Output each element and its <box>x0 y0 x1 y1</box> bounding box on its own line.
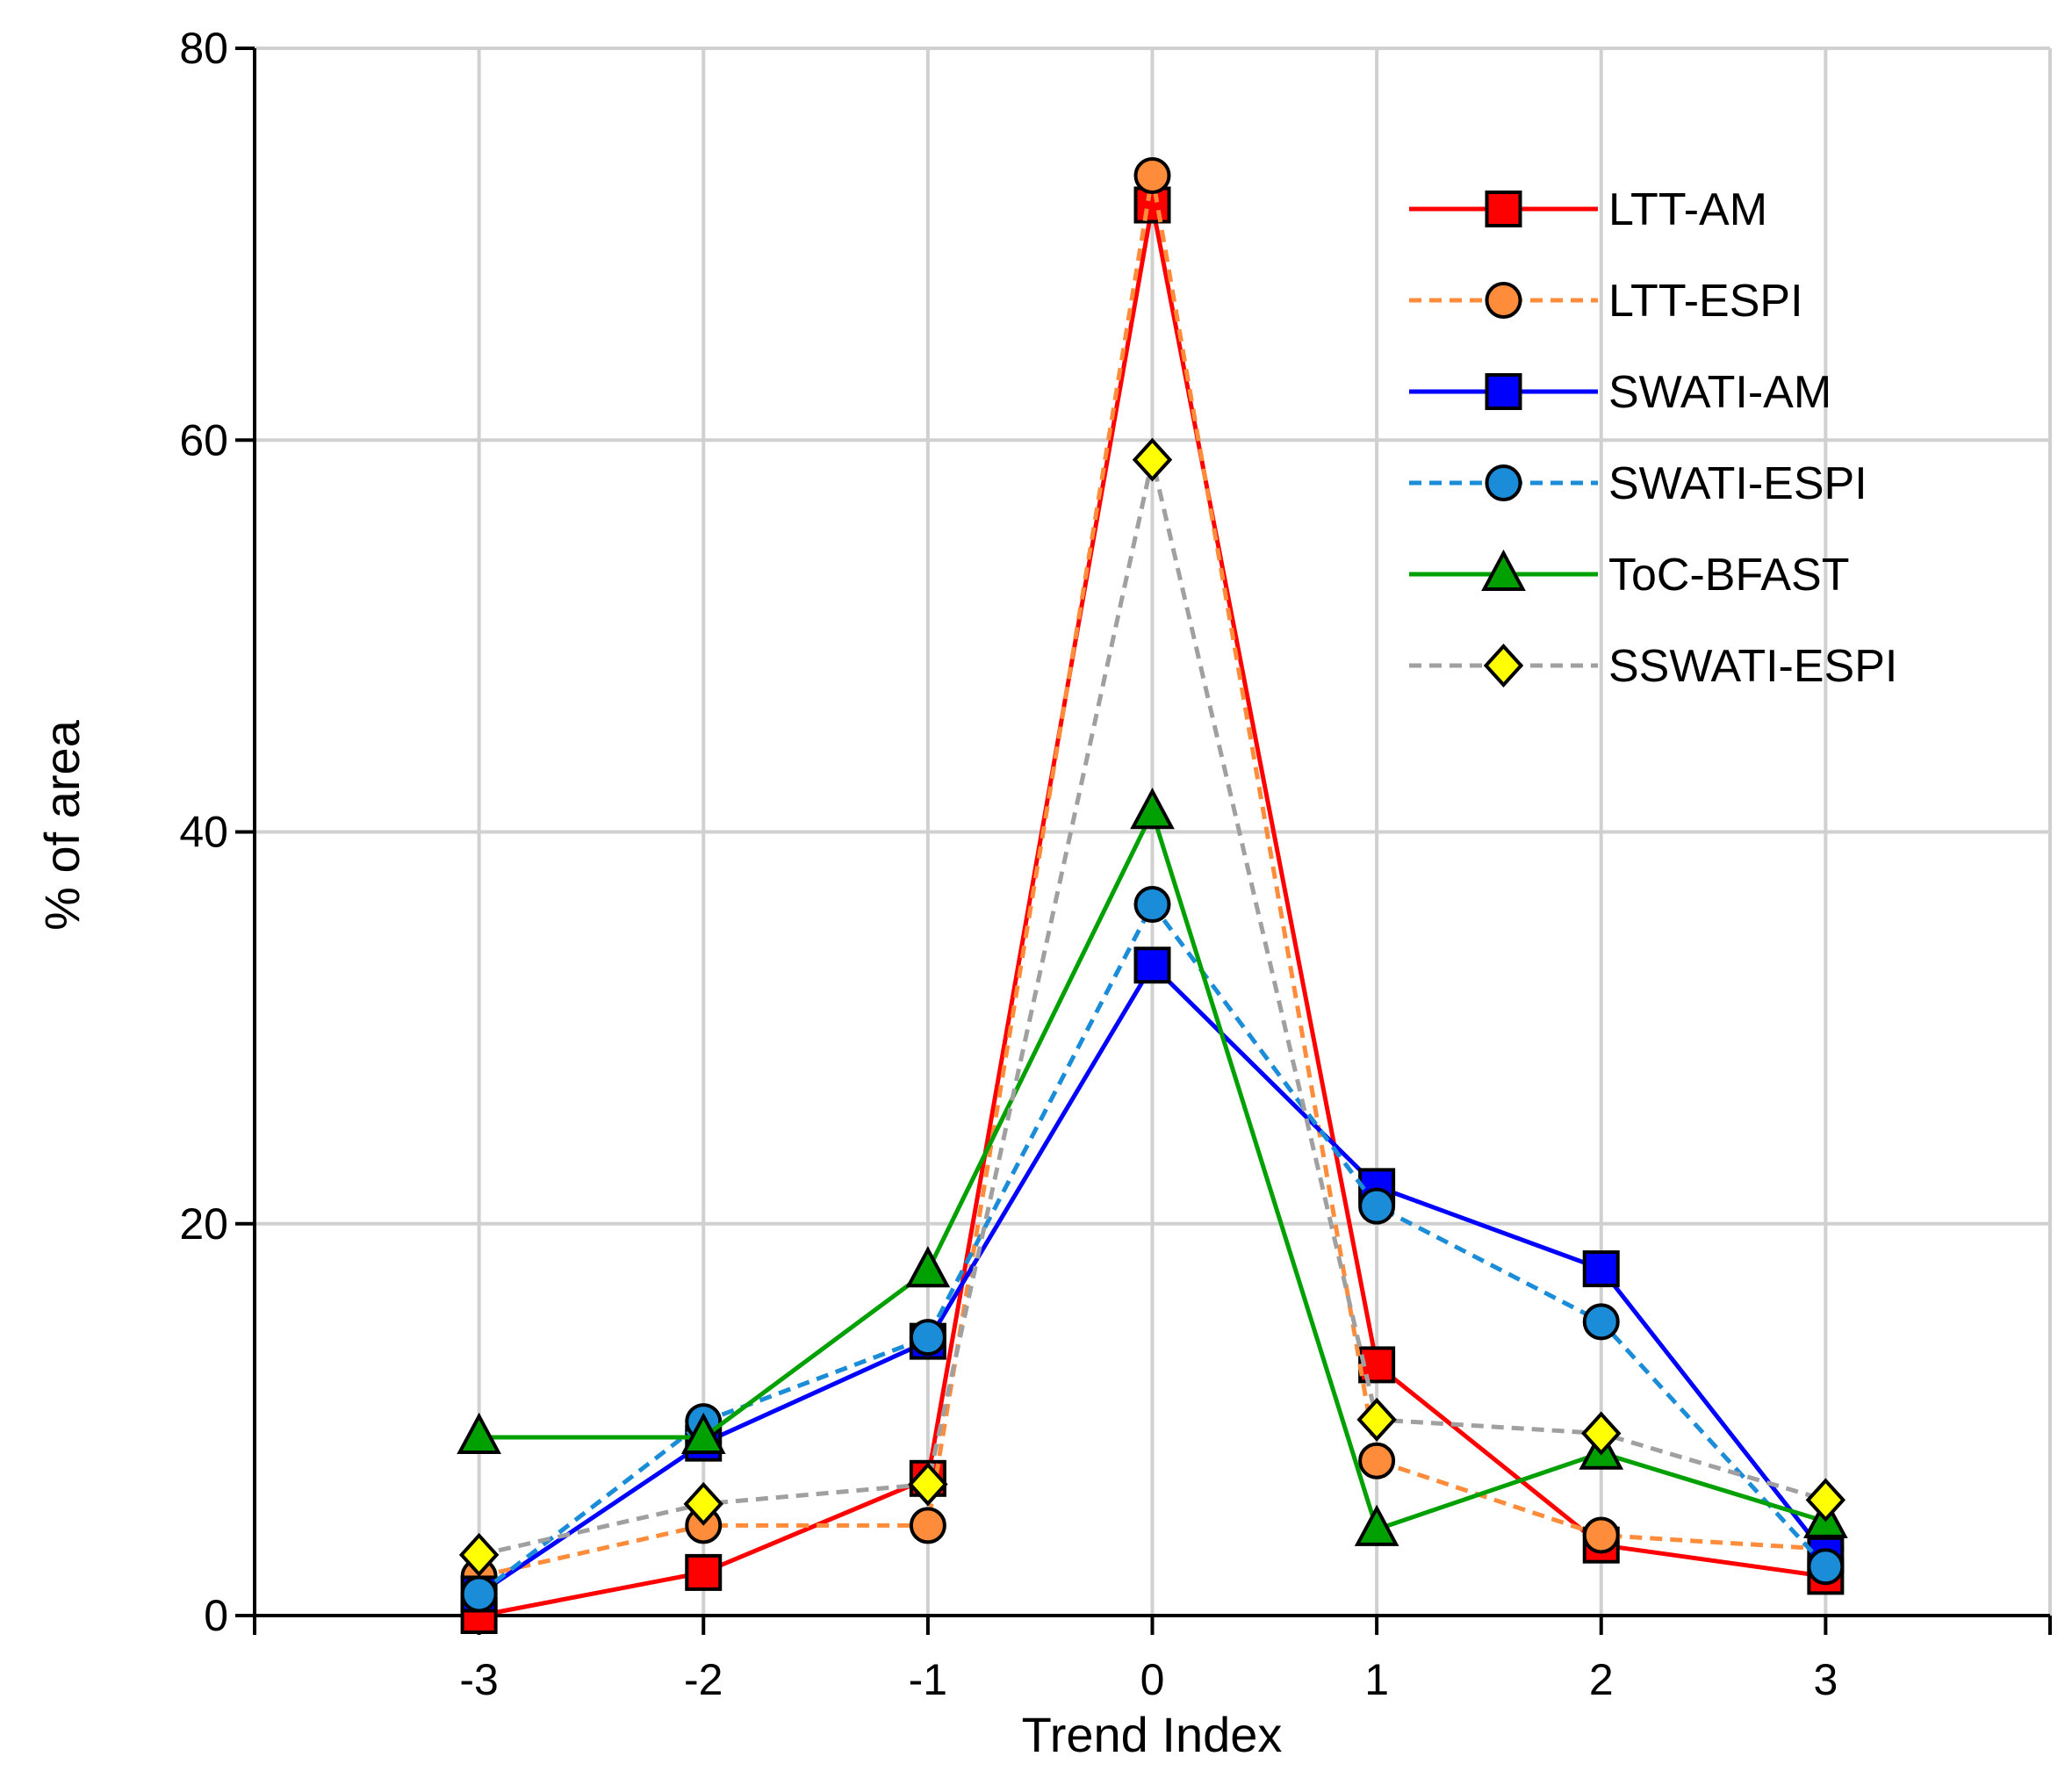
x-tick-label: -3 <box>459 1655 498 1704</box>
data-point <box>1133 947 1171 984</box>
data-point <box>1354 1504 1399 1546</box>
legend-label: LTT-AM <box>1608 184 1767 235</box>
legend-item-sswati-espi: SSWATI-ESPI <box>1409 641 1897 692</box>
data-point <box>458 1532 500 1577</box>
legend-label: SWATI-ESPI <box>1608 458 1867 509</box>
x-tick-label: 1 <box>1364 1655 1389 1704</box>
x-tick-label: 3 <box>1813 1655 1838 1704</box>
legend-marker <box>1481 549 1526 591</box>
legend: LTT-AM LTT-ESPI SWATI-AM SWATI-ESPI ToC-BFAS… <box>1409 184 1897 692</box>
data-point <box>1358 1442 1396 1479</box>
y-axis-title: % of area <box>34 719 90 931</box>
data-point <box>1133 886 1171 924</box>
y-tick-label: 80 <box>179 24 228 73</box>
data-point <box>909 1319 946 1357</box>
legend-marker <box>1485 191 1522 227</box>
y-tick-label: 0 <box>204 1591 228 1640</box>
data-point <box>909 1507 946 1544</box>
legend-item-toc-bfast: ToC-BFAST <box>1409 549 1850 601</box>
legend-marker <box>1485 373 1522 410</box>
data-point <box>1582 1250 1620 1288</box>
legend-item-swati-espi: SWATI-ESPI <box>1409 458 1867 509</box>
x-axis-title: Trend Index <box>1022 1707 1283 1762</box>
data-point <box>460 1575 498 1613</box>
data-point <box>905 1246 951 1288</box>
series <box>457 157 1848 1634</box>
legend-marker <box>1485 464 1522 501</box>
data-point <box>683 1481 723 1526</box>
legend-item-ltt-espi: LTT-ESPI <box>1409 276 1803 327</box>
data-point <box>1582 1303 1620 1341</box>
data-point <box>1358 1187 1396 1225</box>
data-point <box>1356 1397 1397 1442</box>
data-point <box>1133 157 1171 195</box>
series-sswati-espi <box>458 437 1846 1577</box>
data-point <box>1581 1411 1622 1456</box>
data-point <box>908 1462 948 1507</box>
data-point <box>680 1412 726 1454</box>
legend-label: LTT-ESPI <box>1608 276 1803 327</box>
axes: 0 20 40 60 80 -3 -2 -1 0 1 2 3 <box>179 24 2052 1704</box>
data-point <box>1582 1516 1620 1554</box>
grid <box>255 47 2052 1616</box>
y-tick-label: 20 <box>179 1199 228 1249</box>
data-point <box>1807 1548 1845 1586</box>
x-tick-label: -1 <box>909 1655 947 1704</box>
legend-label: ToC-BFAST <box>1608 550 1850 601</box>
data-point <box>685 1553 723 1591</box>
legend-item-swati-am: SWATI-AM <box>1409 367 1831 418</box>
legend-marker <box>1485 282 1522 319</box>
x-tick-label: 2 <box>1589 1655 1614 1704</box>
x-tick-label: 0 <box>1140 1655 1165 1704</box>
legend-marker <box>1483 644 1524 687</box>
x-tick-label: -2 <box>684 1655 723 1704</box>
legend-label: SSWATI-ESPI <box>1608 641 1897 692</box>
legend-label: SWATI-AM <box>1608 367 1831 418</box>
data-point <box>1805 1478 1846 1522</box>
data-point <box>457 1412 501 1454</box>
data-point <box>1130 787 1175 830</box>
y-tick-label: 60 <box>179 415 228 464</box>
y-tick-label: 40 <box>179 808 228 857</box>
data-point <box>1132 437 1173 482</box>
legend-item-ltt-am: LTT-AM <box>1409 184 1767 235</box>
